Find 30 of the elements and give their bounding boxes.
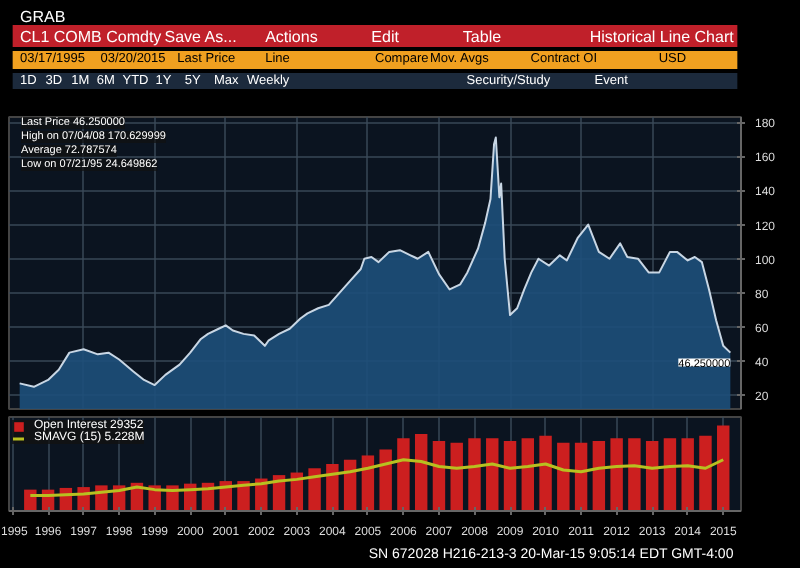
bar [468, 438, 481, 511]
bar [628, 438, 641, 511]
bar [24, 489, 37, 511]
bar [663, 438, 677, 511]
bar [503, 440, 517, 511]
bar [681, 438, 694, 511]
bar [574, 442, 588, 511]
bar [450, 442, 463, 511]
bar [645, 440, 659, 511]
text: CL1 COMB Comdty [19, 28, 162, 46]
bar [699, 435, 712, 511]
text: GRAB [19, 8, 66, 26]
bar [557, 442, 570, 511]
bar [326, 464, 339, 511]
bar [592, 440, 606, 511]
bar [539, 435, 552, 511]
text: Table [462, 28, 503, 46]
bar [397, 438, 410, 511]
bar [610, 438, 623, 511]
chart-title: Historical Line Chart [589, 28, 736, 46]
bar [379, 449, 392, 511]
text: Actions [265, 28, 318, 46]
bar [521, 438, 535, 511]
bar [717, 425, 730, 511]
text: Save As... [164, 28, 237, 46]
bar [432, 440, 446, 511]
bar [486, 438, 499, 511]
text: Edit [371, 28, 401, 46]
bar [308, 468, 321, 511]
bar [414, 434, 428, 511]
